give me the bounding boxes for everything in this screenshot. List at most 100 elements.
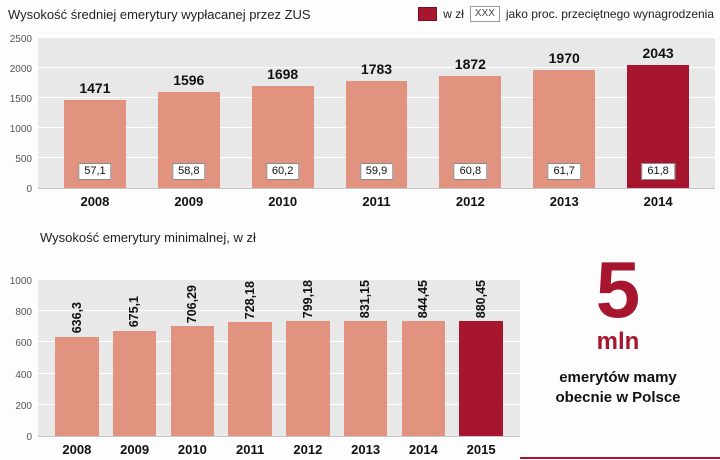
gridline xyxy=(38,403,520,405)
y-tick-label: 0 xyxy=(26,432,32,443)
bar-value-label: 880,45 xyxy=(473,280,488,319)
chart1-body: 0 500 1000 1500 2000 2500 1471 57,1 1596 58,8 169… xyxy=(8,34,715,195)
bar-cell: 831,15 xyxy=(337,280,395,436)
x-tick-label: 2012 xyxy=(455,194,485,209)
bar-cell: 844,45 xyxy=(395,280,453,436)
chart1-title: Wysokość średniej emerytury wypłacanej p… xyxy=(8,6,311,22)
y-tick-label: 1000 xyxy=(9,276,32,287)
bar xyxy=(286,321,330,436)
x-tick-label: 2014 xyxy=(643,194,673,209)
bar: 61,7 xyxy=(533,69,596,188)
legend: w zł XXX jako proc. przeciętnego wynagro… xyxy=(418,6,714,22)
chart1-x-axis: 2008 2009 2010 2011 2012 2013 2014 xyxy=(38,189,715,209)
bar xyxy=(343,321,388,436)
bar-cell: 1970 61,7 xyxy=(517,38,611,188)
bar-value-label: 728,18 xyxy=(242,281,257,320)
x-tick-label: 2012 xyxy=(293,442,323,457)
y-tick-label: 800 xyxy=(15,307,32,319)
stat-caption: emerytów mamy obecnie w Polsce xyxy=(520,368,716,407)
gridline xyxy=(38,279,520,280)
pensioners-stat: 5 mln emerytów mamy obecnie w Polsce xyxy=(520,250,716,407)
bar-cell: 1872 60,8 xyxy=(423,38,517,188)
bar-value-label: 636,3 xyxy=(69,302,84,334)
x-tick-label: 2014 xyxy=(408,442,438,457)
legend-amount-swatch-icon xyxy=(418,7,438,21)
bar-value-label: 831,15 xyxy=(358,280,373,319)
x-tick-label: 2008 xyxy=(80,194,110,209)
bar: 61,8 xyxy=(627,65,690,188)
x-tick-label: 2013 xyxy=(549,194,579,209)
bar: 58,8 xyxy=(157,92,220,188)
percent-of-wage-box: 61,8 xyxy=(641,163,675,180)
bar-cell: 636,3 xyxy=(48,280,106,436)
stat-caption-line1: emerytów mamy xyxy=(559,369,677,386)
chart2-y-axis: 0 200 400 600 800 1000 xyxy=(8,276,38,443)
bar: 59,9 xyxy=(345,81,408,188)
chart-minimum-pension: 0 200 400 600 800 1000 636,3 675,1 706,29 728,18… xyxy=(8,276,520,457)
y-tick-label: 1000 xyxy=(9,124,32,135)
percent-of-wage-box: 58,8 xyxy=(172,163,206,180)
legend-percent-swatch-icon: XXX xyxy=(469,6,500,22)
chart1-plot-area: 1471 57,1 1596 58,8 1698 60,2 1783 59,9 1872 60,8… xyxy=(38,37,715,189)
y-tick-label: 200 xyxy=(15,400,32,412)
bar-value-label: 1872 xyxy=(454,55,486,72)
stat-caption-line2: obecnie w Polsce xyxy=(555,388,681,406)
bar: 60,8 xyxy=(439,75,502,188)
bar-cell: 728,18 xyxy=(221,280,279,436)
bar xyxy=(170,325,215,436)
bar-value-label: 675,1 xyxy=(127,296,142,328)
bar xyxy=(112,330,157,436)
bar-value-label: 844,45 xyxy=(416,280,431,319)
percent-of-wage-box: 60,2 xyxy=(265,163,300,180)
legend-amount-label: w zł xyxy=(443,7,464,21)
bar-value-label: 1970 xyxy=(548,49,580,66)
percent-of-wage-box: 60,8 xyxy=(453,163,488,180)
bar xyxy=(401,321,446,436)
y-tick-label: 2500 xyxy=(9,34,32,45)
chart2-x-axis: 2008 2009 2010 2011 2012 2013 2014 2015 xyxy=(38,437,520,457)
bar xyxy=(228,322,272,436)
x-tick-label: 2015 xyxy=(466,442,496,457)
bar-cell: 675,1 xyxy=(106,280,164,436)
gridline xyxy=(38,341,520,343)
bar-cell: 799,18 xyxy=(279,280,337,436)
y-tick-label: 0 xyxy=(26,184,32,195)
bar-value-label: 1596 xyxy=(173,72,205,89)
y-tick-label: 1500 xyxy=(9,94,32,105)
percent-of-wage-box: 57,1 xyxy=(78,163,112,180)
bar-value-label: 706,29 xyxy=(185,284,200,323)
bar-value-label: 2043 xyxy=(642,45,674,62)
bar-value-label: 1783 xyxy=(360,61,393,78)
gridline xyxy=(38,37,715,38)
gridline xyxy=(38,372,520,374)
y-tick-label: 2000 xyxy=(9,64,32,75)
chart-average-pension: 0 500 1000 1500 2000 2500 1471 57,1 1596 58,8 169… xyxy=(8,34,715,209)
chart2-title: Wysokość emerytury minimalnej, w zł xyxy=(40,230,256,245)
bar xyxy=(459,321,503,436)
x-tick-label: 2011 xyxy=(362,194,391,209)
percent-of-wage-box: 61,7 xyxy=(547,163,581,180)
bar-cell: 1596 58,8 xyxy=(142,38,236,188)
stat-unit: mln xyxy=(596,328,640,355)
bar-cell: 1783 59,9 xyxy=(330,38,424,188)
gridline xyxy=(38,310,520,312)
bar: 60,2 xyxy=(251,86,314,188)
legend-percent-label: jako proc. przeciętnego wynagrodzenia xyxy=(505,7,714,21)
y-tick-label: 500 xyxy=(15,154,32,165)
x-tick-label: 2009 xyxy=(120,442,150,457)
bar-value-label: 1698 xyxy=(267,66,299,83)
x-tick-label: 2009 xyxy=(174,194,204,209)
percent-of-wage-box: 59,9 xyxy=(359,163,394,180)
chart1-y-axis: 0 500 1000 1500 2000 2500 xyxy=(8,34,38,195)
bar-value-label: 799,18 xyxy=(300,280,315,319)
chart2-plot-area: 636,3 675,1 706,29 728,18 799,18 831,15 844,45… xyxy=(38,279,520,437)
gridline xyxy=(38,67,715,68)
x-tick-label: 2013 xyxy=(351,442,381,457)
y-tick-label: 600 xyxy=(15,338,32,350)
bar xyxy=(55,336,99,436)
bar-cell: 2043 61,8 xyxy=(611,38,705,188)
header: Wysokość średniej emerytury wypłacanej p… xyxy=(8,6,714,22)
x-tick-label: 2008 xyxy=(62,442,92,457)
bar-value-label: 1471 xyxy=(79,79,111,96)
